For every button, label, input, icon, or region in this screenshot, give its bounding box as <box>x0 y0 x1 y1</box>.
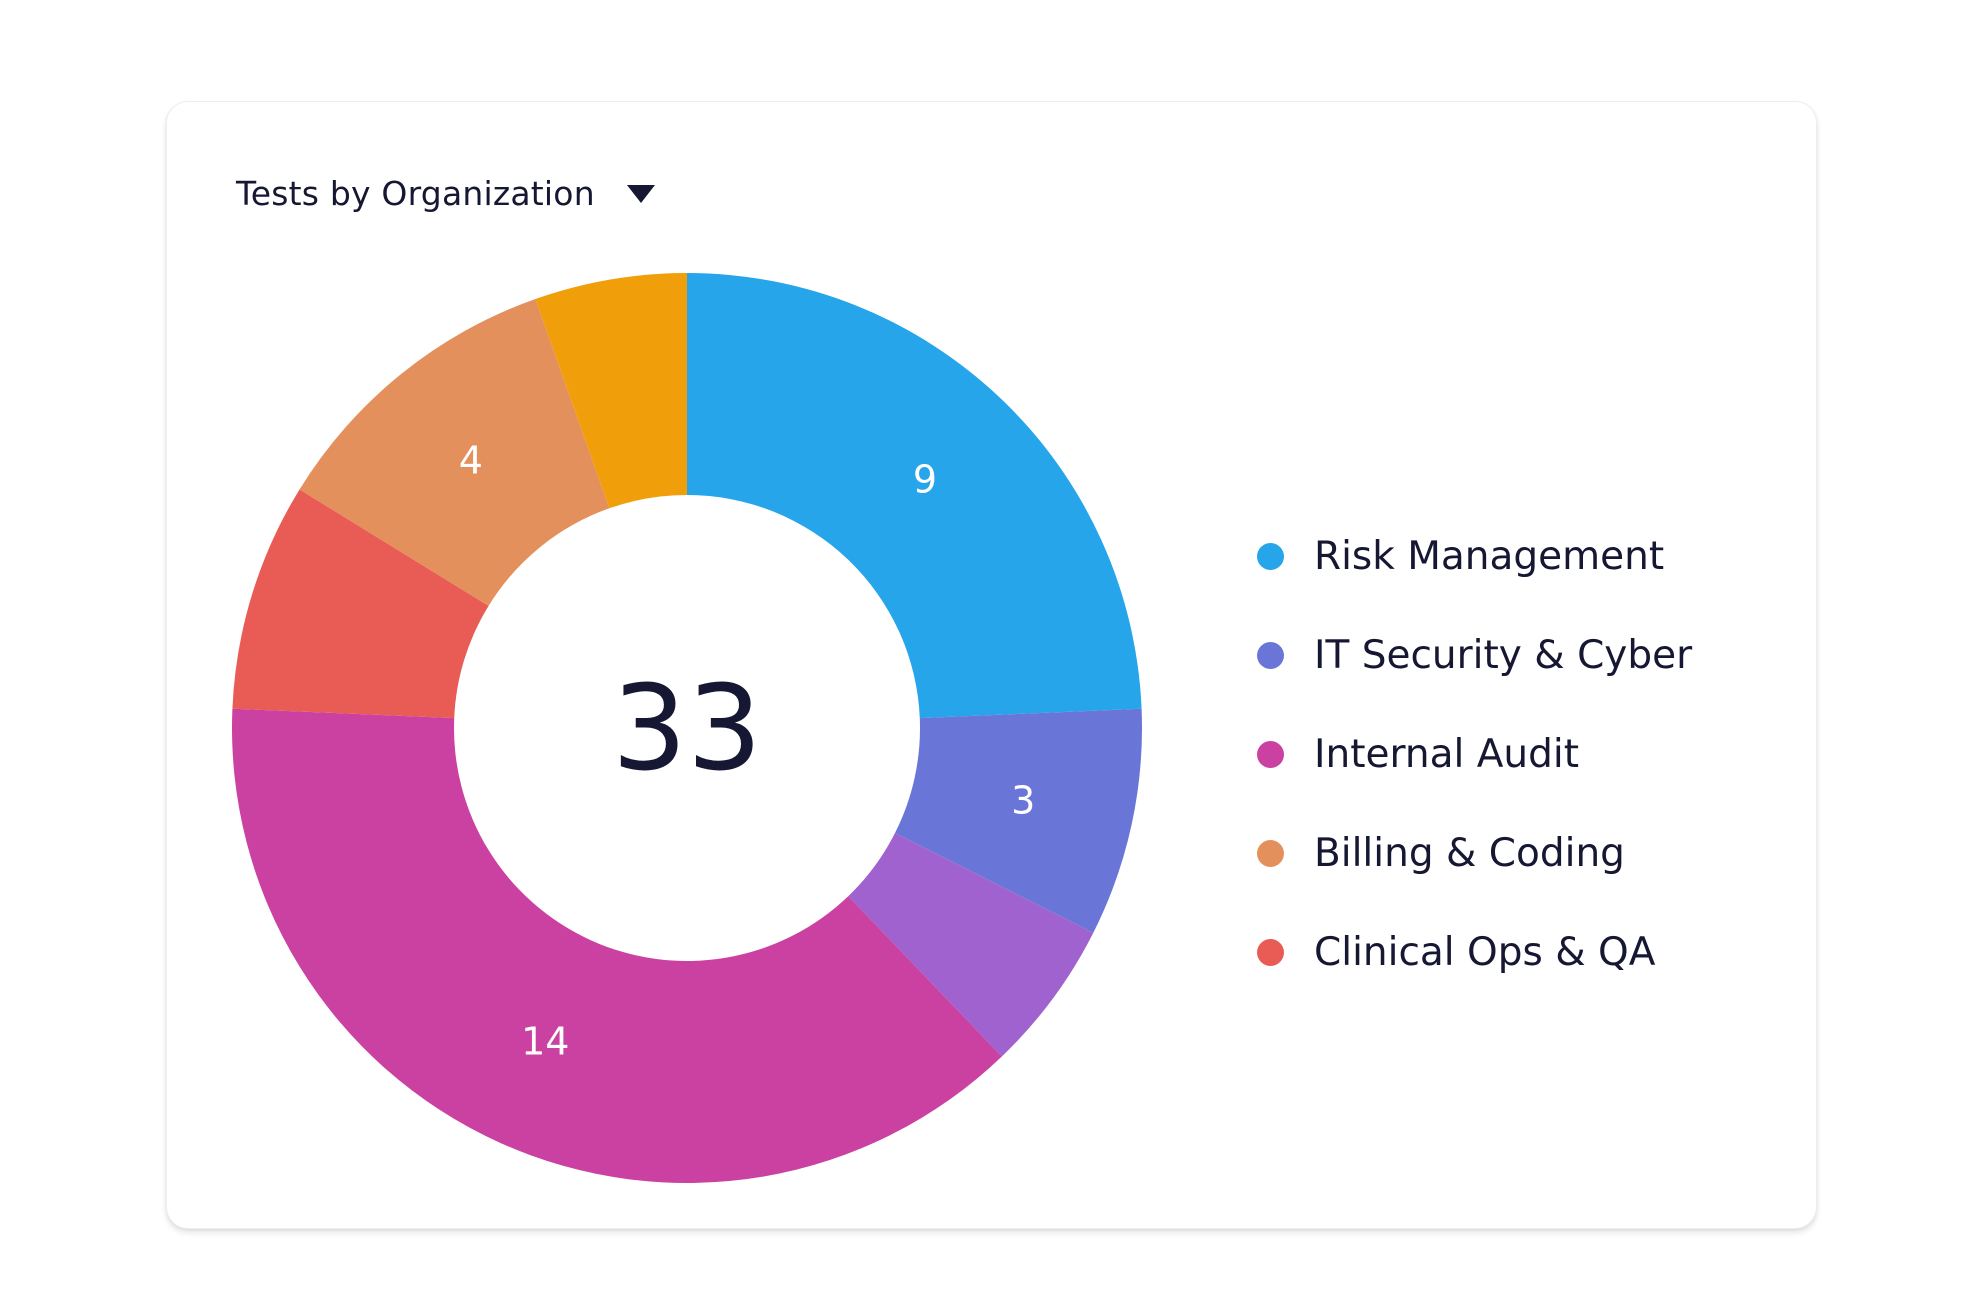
segment-value-label: 4 <box>459 438 483 482</box>
legend-item-it-security-cyber[interactable]: IT Security & Cyber <box>1257 606 1692 705</box>
legend-dot <box>1257 939 1284 966</box>
segment-value-label: 14 <box>521 1019 569 1063</box>
legend-item-billing-coding[interactable]: Billing & Coding <box>1257 804 1692 903</box>
donut-segment-risk-management[interactable] <box>687 273 1142 719</box>
legend-item-risk-management[interactable]: Risk Management <box>1257 507 1692 606</box>
legend-label: Risk Management <box>1314 534 1665 579</box>
legend-label: Clinical Ops & QA <box>1314 930 1656 975</box>
legend-label: Internal Audit <box>1314 732 1579 777</box>
donut-segment-clinical-ops-qa[interactable] <box>232 489 489 719</box>
donut-segment-it-security-cyber[interactable] <box>895 708 1142 933</box>
donut-total-value: 33 <box>612 659 762 797</box>
legend-dot <box>1257 741 1284 768</box>
chart-legend: Risk Management IT Security & Cyber Inte… <box>1257 507 1692 1002</box>
donut-chart: 9 3 14 4 33 <box>232 273 1142 1184</box>
legend-label: Billing & Coding <box>1314 831 1625 876</box>
legend-dot <box>1257 642 1284 669</box>
chart-type-dropdown[interactable]: Tests by Organization <box>236 164 655 224</box>
donut-segment-internal-audit[interactable] <box>232 708 1002 1184</box>
legend-dot <box>1257 543 1284 570</box>
dropdown-label: Tests by Organization <box>236 174 595 213</box>
legend-item-internal-audit[interactable]: Internal Audit <box>1257 705 1692 804</box>
legend-item-clinical-ops-qa[interactable]: Clinical Ops & QA <box>1257 903 1692 1002</box>
segment-value-label: 9 <box>913 458 937 502</box>
segment-value-label: 3 <box>1011 778 1035 822</box>
donut-segment-unlabeled-6[interactable] <box>535 273 687 509</box>
caret-down-icon <box>626 185 655 203</box>
donut-segment-unlabeled-2[interactable] <box>848 832 1094 1057</box>
chart-card: 9 3 14 4 33 Tests by Organization Risk Manag… <box>166 101 1817 1229</box>
legend-dot <box>1257 840 1284 867</box>
donut-segment-billing-coding[interactable] <box>299 298 610 606</box>
legend-label: IT Security & Cyber <box>1314 633 1693 678</box>
